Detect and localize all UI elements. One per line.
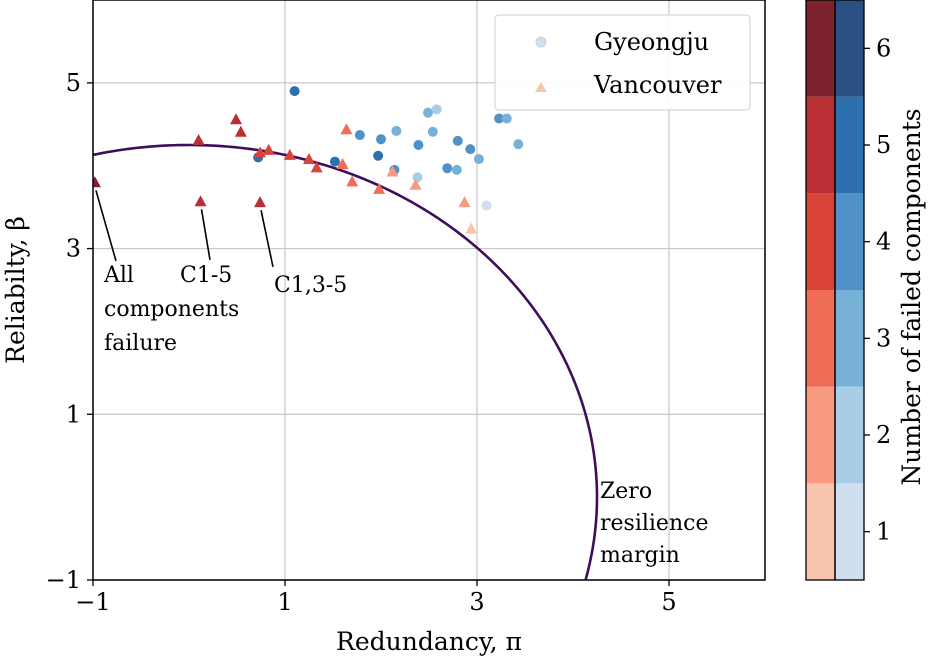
vancouver-point	[458, 196, 471, 208]
vancouver-point	[192, 133, 205, 145]
vancouver-point	[336, 158, 349, 170]
vancouver-point	[230, 113, 243, 125]
y-tick-label: 1	[66, 400, 81, 428]
legend-box	[494, 14, 751, 111]
colorbar-red-segment	[806, 0, 835, 97]
colorbar-tick-label: 6	[876, 34, 891, 62]
colorbar-tick-label: 3	[876, 324, 891, 352]
zero-resilience-curve-group	[93, 143, 599, 580]
colorbar-blue-segment	[835, 483, 864, 580]
plot-frame	[92, 0, 766, 581]
gyeongju-point	[452, 135, 463, 146]
vancouver-point	[310, 161, 323, 173]
vancouver-point	[194, 195, 207, 207]
gyeongju-point	[427, 126, 438, 137]
legend: Gyeongju Vancouver	[494, 14, 751, 111]
colorbar-tick-label: 4	[876, 228, 891, 256]
gyeongju-point	[442, 163, 453, 174]
colorbar-red-segment	[806, 193, 835, 290]
gyeongju-point	[391, 125, 402, 136]
annotation-arrow-c1-3-5	[260, 210, 274, 268]
y-axis-ticks: −1 1 3 5	[46, 69, 93, 594]
vancouver-point	[234, 125, 247, 137]
vancouver-point	[262, 143, 275, 155]
vancouver-point	[346, 175, 359, 187]
annotation-zero-resilience-margin: Zero	[600, 479, 652, 504]
colorbar-tick-label: 2	[876, 421, 891, 449]
colorbar-red-segment	[806, 386, 835, 484]
vancouver-point	[283, 148, 296, 160]
colorbar-red-segment	[806, 290, 835, 387]
annotation-zero-resilience-margin: resilience	[600, 511, 708, 536]
x-tick-label: 5	[661, 588, 676, 616]
gyeongju-point	[412, 172, 423, 183]
annotation-c1-3-5: C1,3-5	[274, 273, 347, 298]
gyeongju-point	[289, 86, 300, 97]
gyeongju-point	[473, 154, 484, 165]
vancouver-point	[373, 182, 386, 194]
gyeongju-point	[354, 130, 365, 141]
x-axis-label: Redundancy, π	[336, 627, 522, 656]
annotation-arrow-all-components	[95, 190, 117, 262]
vancouver-point	[254, 196, 267, 208]
gyeongju-point	[329, 156, 340, 167]
colorbar-tick-label: 5	[876, 131, 891, 159]
vancouver-point	[303, 153, 315, 165]
legend-label-vancouver: Vancouver	[593, 71, 722, 99]
colorbar-tick-label: 1	[876, 518, 891, 546]
annotation-all-components-failure: components	[104, 297, 239, 322]
colorbar-blue-segment	[835, 0, 864, 97]
colorbar-blue-segment	[835, 290, 864, 387]
gyeongju-point	[494, 113, 505, 124]
legend-marker-vancouver	[535, 82, 547, 92]
gyeongju-point	[513, 139, 524, 150]
x-tick-label: 3	[469, 588, 484, 616]
gyeongju-point	[376, 134, 386, 145]
vancouver-point	[386, 165, 399, 177]
colorbar-blue-frame	[834, 0, 865, 581]
gyeongju-point	[451, 164, 462, 175]
colorbar	[805, 0, 865, 581]
y-tick-label: 3	[66, 235, 81, 263]
gyeongju-point	[423, 107, 434, 118]
y-axis-label: Reliabilty, β	[1, 216, 30, 364]
zero-resilience-curve	[93, 143, 599, 580]
colorbar-blue-segment	[835, 193, 864, 290]
y-tick-label: 5	[66, 69, 81, 97]
scatter-points	[93, 86, 524, 234]
x-tick-label: −1	[75, 588, 110, 616]
annotation-all-components-failure: All	[103, 263, 134, 288]
y-tick-label: −1	[46, 566, 81, 594]
colorbar-red-segment	[806, 483, 835, 580]
gyeongju-point	[373, 150, 384, 161]
annotations: All components failure C1-5 C1,3-5 Zero resili…	[95, 190, 708, 568]
vancouver-point	[93, 176, 101, 188]
gyeongju-point	[501, 113, 512, 124]
gyeongju-point	[431, 104, 442, 115]
colorbar-ticks: 1 2 3 4 5 6	[864, 34, 891, 546]
colorbar-blue-segment	[835, 96, 864, 194]
colorbar-blue-segment	[835, 386, 864, 484]
gyeongju-point	[481, 200, 492, 211]
annotation-c1-5: C1-5	[180, 263, 232, 288]
x-axis-ticks: −1 1 3 5	[75, 580, 677, 616]
annotation-zero-resilience-margin: margin	[600, 543, 680, 568]
legend-label-gyeongju: Gyeongju	[594, 28, 709, 56]
colorbar-label: Number of failed components	[897, 108, 926, 485]
legend-marker-gyeongju	[535, 36, 547, 48]
vancouver-point	[409, 178, 422, 190]
gyeongju-point	[413, 140, 424, 150]
gyeongju-point	[465, 144, 476, 155]
colorbar-red-segment	[806, 96, 835, 194]
vancouver-point	[465, 222, 478, 234]
annotation-all-components-failure: failure	[104, 331, 177, 356]
x-tick-label: 1	[277, 588, 292, 616]
annotation-arrow-c1-5	[200, 209, 211, 261]
vancouver-point	[340, 123, 353, 135]
